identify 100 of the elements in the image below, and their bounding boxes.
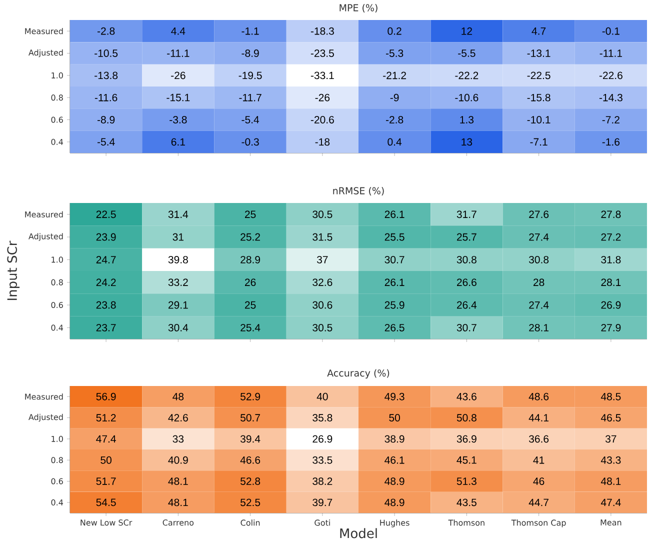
data-label: -33.1 [310, 72, 334, 80]
data-label: -10.1 [527, 116, 550, 124]
x-tick-label: Goti [314, 520, 330, 526]
data-label: -11.1 [167, 50, 190, 57]
data-label: 48 [172, 392, 184, 400]
y-tick-label: 0.4 [51, 499, 64, 506]
data-label: 26.1 [384, 278, 404, 286]
data-label: 39.7 [312, 498, 332, 506]
data-label: 31.5 [312, 233, 332, 241]
x-tick-label: Hughes [380, 520, 410, 528]
y-tick-label: 0.6 [51, 302, 63, 308]
data-label: 51.3 [456, 478, 476, 485]
x-tick-label: Thomson [448, 520, 484, 526]
data-label: 4.7 [532, 27, 546, 35]
data-label: 30.7 [456, 324, 476, 332]
data-label: -9 [390, 94, 399, 102]
data-label: 26.4 [457, 301, 477, 309]
data-label: -18.3 [310, 27, 334, 35]
data-label: 46.1 [384, 456, 404, 464]
data-label: 12 [462, 27, 472, 35]
data-label: 30.6 [312, 301, 332, 309]
y-tick-label: Adjusted [28, 49, 63, 58]
data-label: 43.6 [456, 392, 476, 400]
data-label: 31.7 [456, 210, 476, 218]
data-label: 39.8 [168, 256, 188, 264]
data-label: -5.3 [386, 50, 404, 57]
data-label: 56.9 [96, 392, 116, 400]
data-label: 28 [534, 278, 544, 286]
data-label: 36.9 [456, 435, 476, 443]
data-label: 25.4 [240, 324, 260, 332]
data-label: -14.3 [599, 94, 622, 102]
data-label: -1.6 [602, 138, 620, 146]
y-tick-label: 0.8 [51, 94, 63, 101]
data-label: 28.1 [529, 324, 549, 332]
data-label: 30.4 [168, 324, 188, 332]
data-label: 48.1 [168, 478, 188, 485]
y-tick-label: 1.0 [52, 436, 63, 442]
data-label: 46.5 [600, 414, 621, 422]
y-tick-label: Measured [25, 28, 63, 34]
x-tick-label: Thomson Cap [511, 520, 566, 528]
chart-title: nRMSE (%) [333, 187, 384, 196]
data-label: 24.2 [96, 278, 116, 286]
x-tick-label: Carreno [162, 520, 194, 526]
y-tick-label: Adjusted [28, 414, 63, 422]
data-label: 48.1 [168, 498, 188, 506]
data-label: -22.2 [455, 72, 478, 80]
data-label: 47.4 [96, 435, 116, 443]
data-label: 51.2 [96, 414, 116, 422]
data-label: -8.9 [242, 50, 259, 57]
y-tick-label: 1.0 [52, 256, 63, 263]
data-label: 52.5 [240, 498, 260, 506]
data-label: 31.4 [168, 210, 188, 218]
data-label: -19.5 [238, 72, 262, 80]
data-label: 31.8 [601, 256, 621, 264]
y-tick-label: 0.4 [51, 324, 64, 331]
data-label: 44.1 [528, 414, 549, 422]
x-tick-label: Colin [240, 520, 260, 526]
data-label: 51.7 [96, 478, 116, 485]
data-label: -22.5 [527, 72, 550, 80]
data-label: 26.6 [457, 278, 476, 286]
data-label: 13 [462, 138, 472, 146]
data-label: 42.6 [168, 414, 188, 422]
data-label: 41 [533, 456, 544, 464]
data-label: 37 [316, 256, 328, 264]
data-label: 0.2 [388, 27, 402, 35]
data-label: 52.9 [240, 392, 260, 400]
data-label: 38.9 [384, 435, 404, 443]
data-label: 30.8 [456, 256, 476, 264]
data-label: -5.4 [242, 116, 260, 124]
data-label: 33.5 [312, 456, 332, 464]
data-label: 23.8 [96, 301, 116, 309]
data-label: -18 [315, 138, 330, 146]
y-axis-title: Input SCr [7, 240, 20, 300]
data-label: 0.4 [388, 138, 402, 146]
y-tick-label: Measured [25, 394, 63, 400]
data-label: 27.8 [601, 210, 621, 218]
data-label: 4.4 [171, 27, 186, 35]
data-label: 43.3 [600, 456, 621, 464]
x-tick-label: New Low SCr [80, 520, 132, 526]
data-label: 48.5 [600, 392, 621, 400]
data-label: 40.9 [168, 456, 188, 464]
data-label: 28.1 [601, 278, 621, 286]
chart-title: MPE (%) [340, 4, 378, 12]
data-label: -5.4 [97, 138, 115, 146]
data-label: 50 [100, 456, 112, 464]
data-label: 23.9 [96, 233, 116, 241]
x-axis-title: Model [340, 528, 377, 538]
data-label: -23.5 [310, 50, 334, 57]
data-label: 43.5 [456, 498, 476, 506]
data-label: 30.8 [528, 256, 549, 264]
data-label: -7.2 [602, 116, 620, 124]
data-label: 30.7 [384, 256, 404, 264]
data-label: -10.5 [94, 50, 118, 57]
data-label: 45.1 [456, 456, 476, 464]
data-label: 47.4 [600, 498, 621, 506]
data-label: -11.7 [239, 94, 262, 102]
data-label: 26 [245, 278, 256, 286]
data-label: 46.6 [240, 456, 260, 464]
data-label: 30.5 [312, 210, 332, 218]
y-tick-label: 1.0 [52, 72, 63, 78]
